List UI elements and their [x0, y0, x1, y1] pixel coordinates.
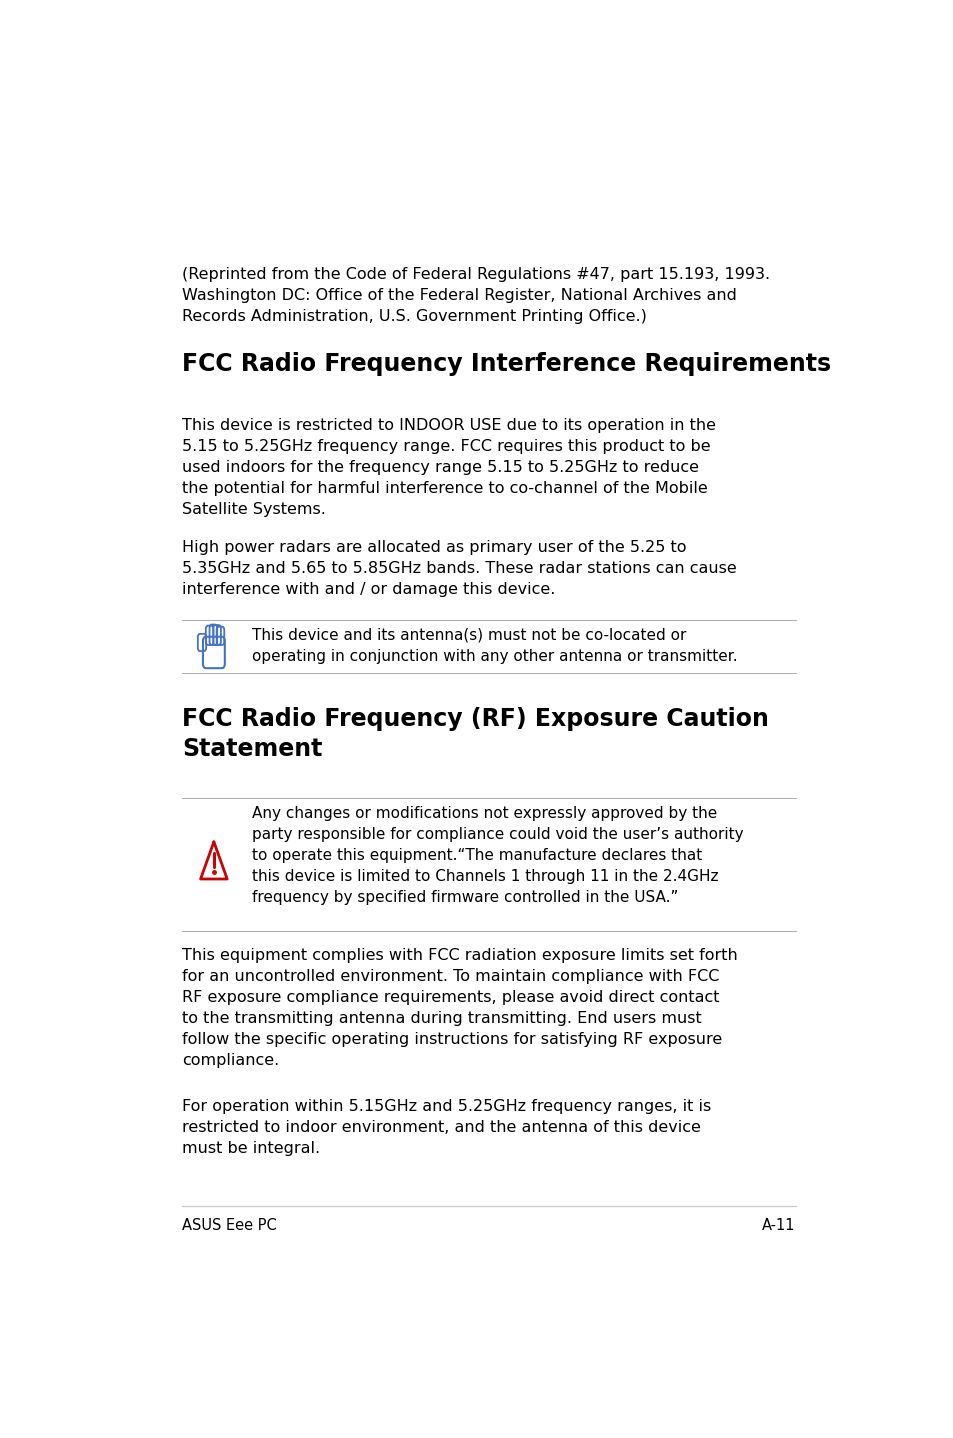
Text: Any changes or modifications not expressly approved by the
party responsible for: Any changes or modifications not express… [252, 805, 743, 905]
Text: This device and its antenna(s) must not be co-located or
operating in conjunctio: This device and its antenna(s) must not … [252, 627, 738, 664]
Text: FCC Radio Frequency Interference Requirements: FCC Radio Frequency Interference Require… [182, 352, 830, 375]
Text: This device is restricted to INDOOR USE due to its operation in the
5.15 to 5.25: This device is restricted to INDOOR USE … [182, 418, 716, 518]
Text: ASUS Eee PC: ASUS Eee PC [182, 1218, 276, 1232]
Text: This equipment complies with FCC radiation exposure limits set forth
for an unco: This equipment complies with FCC radiati… [182, 948, 737, 1067]
Text: A-11: A-11 [761, 1218, 795, 1232]
Text: (Reprinted from the Code of Federal Regulations #47, part 15.193, 1993.
Washingt: (Reprinted from the Code of Federal Regu… [182, 266, 769, 324]
Text: FCC Radio Frequency (RF) Exposure Caution
Statement: FCC Radio Frequency (RF) Exposure Cautio… [182, 707, 768, 761]
Text: High power radars are allocated as primary user of the 5.25 to
5.35GHz and 5.65 : High power radars are allocated as prima… [182, 541, 736, 597]
Text: For operation within 5.15GHz and 5.25GHz frequency ranges, it is
restricted to i: For operation within 5.15GHz and 5.25GHz… [182, 1099, 711, 1156]
